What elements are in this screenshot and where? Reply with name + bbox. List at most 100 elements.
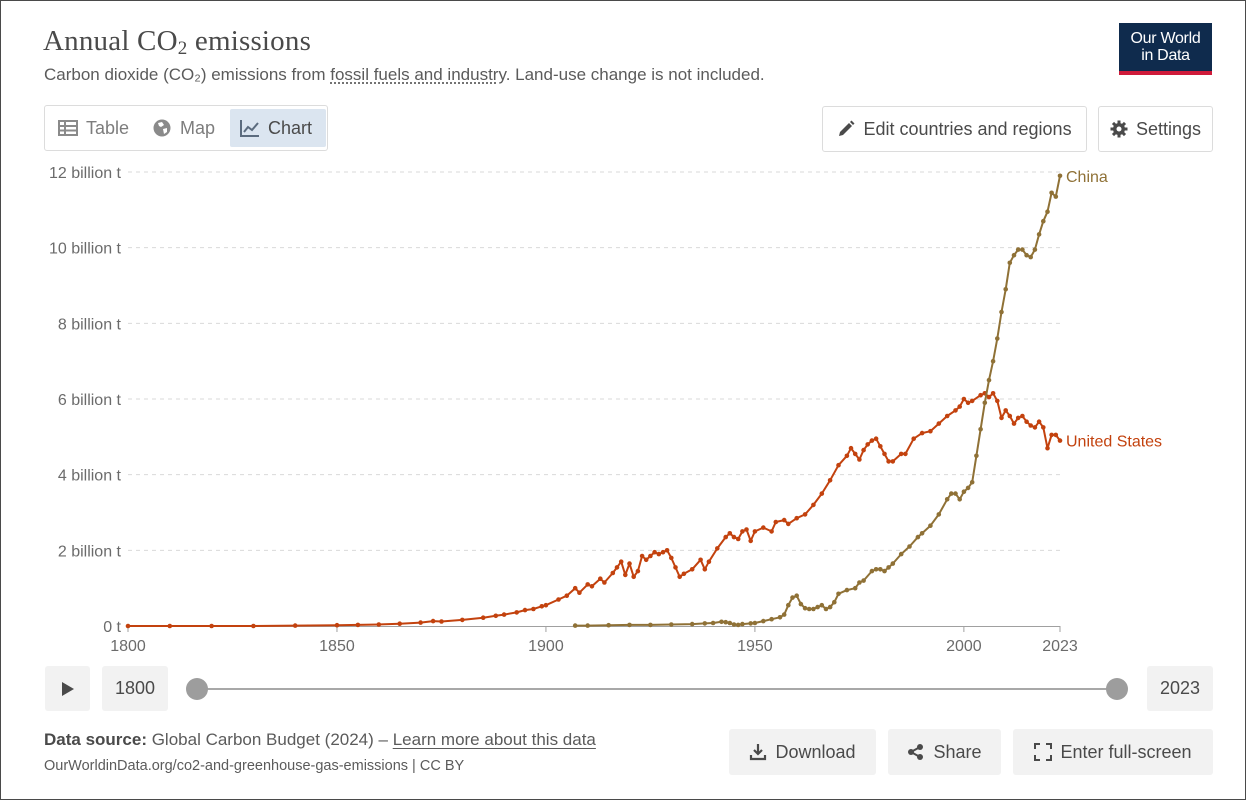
data-point-china bbox=[961, 489, 967, 495]
data-point-china bbox=[710, 620, 716, 626]
data-point-china bbox=[949, 491, 954, 496]
data-point-china bbox=[1020, 247, 1025, 252]
tab-map[interactable]: Map bbox=[142, 109, 227, 147]
data-point-united-states bbox=[439, 619, 444, 624]
data-point-china bbox=[1028, 254, 1033, 260]
share-icon bbox=[908, 744, 924, 760]
data-point-united-states bbox=[890, 459, 896, 464]
data-point-united-states bbox=[911, 436, 916, 442]
data-point-china bbox=[819, 602, 825, 608]
chart-axes: 0 t 2 billion t 4 billion t 6 billion t 8 bi… bbox=[49, 165, 1078, 655]
download-button[interactable]: Download bbox=[729, 729, 876, 775]
data-point-united-states bbox=[848, 445, 854, 451]
data-point-china bbox=[873, 567, 879, 572]
settings-label: Settings bbox=[1135, 118, 1202, 139]
data-point-united-states bbox=[1032, 425, 1038, 430]
data-point-united-states bbox=[961, 396, 967, 402]
edit-countries-button[interactable]: Edit countries and regions bbox=[822, 106, 1087, 152]
series-label-united-states: United States bbox=[1066, 434, 1162, 451]
data-point-china bbox=[1024, 252, 1029, 258]
data-point-china bbox=[790, 595, 795, 600]
gear-icon bbox=[1110, 120, 1128, 138]
data-point-united-states bbox=[744, 527, 749, 532]
data-point-china bbox=[794, 593, 799, 598]
data-point-china bbox=[990, 358, 996, 364]
tab-table[interactable]: Table bbox=[48, 109, 140, 147]
data-point-united-states bbox=[752, 529, 758, 534]
x-tick-label: 1900 bbox=[528, 638, 564, 655]
data-point-china bbox=[606, 622, 611, 628]
timeline-start-handle[interactable] bbox=[186, 678, 208, 700]
settings-button[interactable]: Settings bbox=[1098, 106, 1213, 152]
data-point-united-states bbox=[376, 622, 382, 627]
data-point-china bbox=[1032, 247, 1038, 252]
data-point-united-states bbox=[598, 576, 603, 581]
fullscreen-button[interactable]: Enter full-screen bbox=[1013, 729, 1213, 775]
data-point-united-states bbox=[781, 517, 787, 523]
data-point-united-states bbox=[673, 565, 678, 570]
data-point-united-states bbox=[928, 428, 933, 434]
timeline-end-handle[interactable] bbox=[1106, 678, 1128, 700]
timeline-end-year[interactable]: 2023 bbox=[1147, 666, 1213, 711]
page-title: Annual CO2 emissions bbox=[43, 25, 312, 59]
data-point-united-states bbox=[643, 557, 649, 563]
data-point-united-states bbox=[999, 415, 1004, 421]
y-tick-label: 2 billion t bbox=[58, 543, 122, 560]
owid-logo[interactable]: Our World in Data bbox=[1119, 23, 1212, 75]
data-point-china bbox=[982, 400, 988, 406]
data-point-china bbox=[898, 551, 904, 557]
data-point-united-states bbox=[740, 529, 745, 534]
data-point-united-states bbox=[715, 546, 720, 551]
data-point-china bbox=[832, 599, 837, 605]
data-point-united-states bbox=[480, 615, 486, 620]
data-point-united-states bbox=[878, 444, 883, 449]
play-button[interactable] bbox=[45, 666, 90, 711]
share-button[interactable]: Share bbox=[888, 729, 1001, 775]
data-point-united-states bbox=[543, 602, 549, 608]
data-point-united-states bbox=[585, 582, 590, 587]
data-point-china bbox=[1003, 287, 1008, 292]
data-point-united-states bbox=[957, 404, 962, 409]
data-point-china bbox=[823, 606, 829, 612]
data-point-china bbox=[965, 485, 971, 491]
timeline-track[interactable] bbox=[197, 688, 1117, 690]
learn-more-link[interactable]: Learn more about this data bbox=[392, 730, 596, 749]
data-point-united-states bbox=[209, 623, 214, 629]
data-point-china bbox=[572, 623, 578, 628]
y-tick-label: 4 billion t bbox=[58, 468, 122, 485]
data-point-united-states bbox=[430, 618, 436, 624]
y-tick-label: 0 t bbox=[103, 619, 121, 636]
tab-chart-label: Chart bbox=[268, 117, 313, 138]
y-tick-label: 12 billion t bbox=[49, 165, 122, 182]
fullscreen-icon bbox=[1034, 743, 1053, 761]
x-tick-label: 1850 bbox=[319, 638, 355, 655]
data-point-united-states bbox=[556, 597, 561, 602]
data-point-china bbox=[627, 622, 632, 628]
x-tick-label: 2000 bbox=[946, 638, 982, 655]
data-point-china bbox=[827, 604, 833, 610]
data-point-united-states bbox=[251, 623, 256, 629]
data-point-united-states bbox=[397, 621, 403, 626]
data-point-china bbox=[806, 606, 812, 612]
data-point-china bbox=[727, 620, 733, 626]
timeline-start-year[interactable]: 1800 bbox=[102, 666, 168, 711]
data-point-china bbox=[735, 622, 741, 628]
data-point-united-states bbox=[986, 394, 992, 400]
data-point-china bbox=[890, 561, 896, 566]
data-point-china bbox=[798, 601, 804, 607]
data-point-china bbox=[1015, 247, 1021, 252]
data-point-china bbox=[978, 427, 983, 432]
data-point-china bbox=[995, 336, 1000, 341]
table-icon bbox=[58, 120, 78, 136]
data-point-united-states bbox=[681, 571, 687, 577]
data-point-china bbox=[915, 534, 921, 540]
data-point-united-states bbox=[1007, 413, 1013, 419]
tab-chart[interactable]: Chart bbox=[230, 109, 326, 147]
data-point-united-states bbox=[844, 453, 850, 459]
data-point-united-states bbox=[794, 515, 799, 521]
view-tabs: Table Map Chart bbox=[44, 105, 328, 151]
data-point-united-states bbox=[572, 585, 578, 591]
fossil-fuels-link[interactable]: fossil fuels and industry bbox=[330, 65, 506, 84]
data-point-china bbox=[1041, 218, 1046, 224]
data-point-united-states bbox=[1057, 438, 1063, 443]
